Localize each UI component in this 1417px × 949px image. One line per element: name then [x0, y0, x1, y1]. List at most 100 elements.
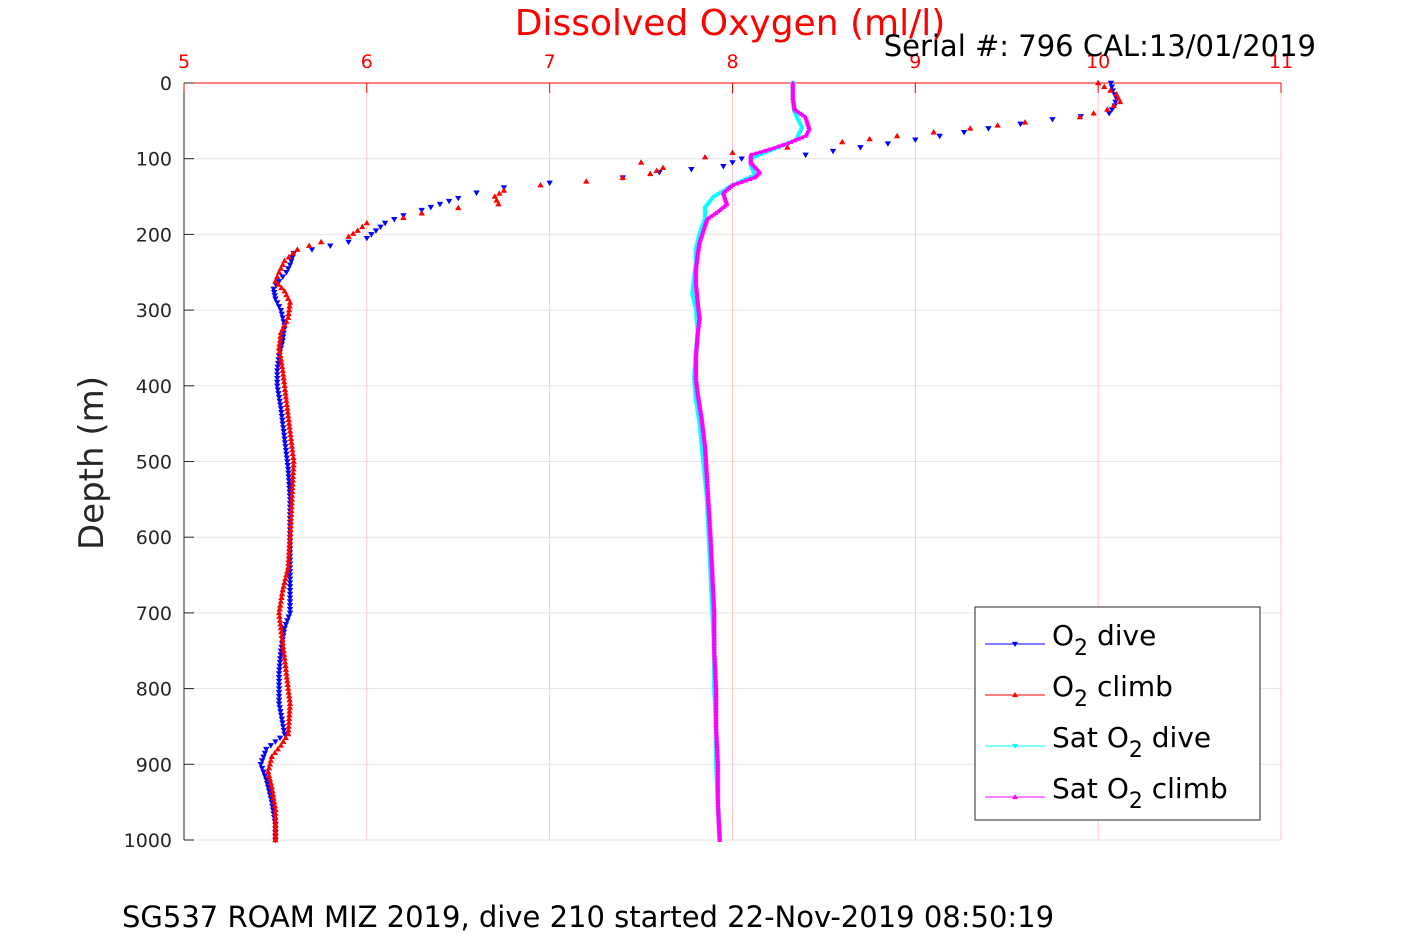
data-point-o2_climb: [294, 246, 301, 252]
data-point-o2_climb: [266, 776, 274, 782]
data-point-o2_dive: [282, 444, 289, 450]
data-point-o2_dive: [738, 156, 745, 162]
data-point-o2_dive: [258, 758, 266, 764]
data-point-o2_dive: [275, 690, 283, 696]
data-point-o2_climb: [418, 210, 425, 216]
data-point-o2_dive: [274, 379, 281, 386]
data-point-o2_dive: [286, 591, 294, 598]
data-point-o2_dive: [284, 618, 291, 624]
data-point-o2_climb: [583, 178, 590, 184]
data-point-o2_climb: [400, 214, 407, 220]
legend-label-o2_climb: O2 climb: [1052, 670, 1173, 712]
data-point-o2_dive: [802, 152, 809, 159]
legend-label-prefix: Sat: [1052, 721, 1107, 754]
data-point-sat_climb: [775, 143, 781, 149]
legend-label-subscript: 2: [1074, 636, 1088, 661]
data-point-o2_climb: [281, 579, 288, 585]
data-point-o2_climb: [277, 329, 285, 336]
legend-label-main: O: [1052, 670, 1074, 703]
data-point-o2_climb: [287, 530, 294, 536]
data-point-o2_climb: [268, 753, 275, 759]
data-point-o2_climb: [289, 484, 296, 491]
legend-label-sat_climb: Sat O2 climb: [1052, 772, 1228, 814]
data-point-o2_climb: [287, 526, 294, 532]
data-point-o2_dive: [368, 232, 375, 238]
data-point-o2_climb: [275, 269, 283, 275]
y-tick-label: 900: [136, 754, 172, 776]
data-point-o2_climb: [279, 371, 287, 377]
data-point-o2_dive: [282, 447, 290, 454]
data-point-o2_climb: [278, 594, 285, 600]
data-point-o2_climb: [285, 730, 292, 737]
data-point-o2_dive: [279, 315, 286, 321]
legend-label-suffix: climb: [1088, 670, 1173, 703]
data-point-o2_climb: [647, 170, 654, 177]
data-point-o2_climb: [272, 829, 279, 835]
data-point-o2_dive: [455, 195, 462, 202]
data-point-o2_climb: [289, 469, 297, 476]
data-point-o2_dive: [276, 398, 283, 405]
data-point-sat_climb: [752, 150, 758, 156]
data-point-o2_climb: [286, 700, 294, 706]
data-point-o2_dive: [275, 697, 283, 704]
data-point-o2_climb: [286, 428, 294, 434]
y-tick-label: 1000: [124, 830, 172, 852]
y-tick-label: 800: [136, 679, 172, 701]
data-point-o2_climb: [701, 153, 709, 160]
data-point-o2_climb: [283, 291, 290, 298]
data-point-o2_climb: [285, 416, 292, 423]
legend-label-subscript: 2: [1074, 687, 1088, 712]
data-point-o2_dive: [286, 576, 294, 583]
data-point-o2_dive: [277, 712, 285, 719]
data-point-o2_climb: [289, 473, 297, 479]
data-point-o2_climb: [289, 446, 296, 453]
data-point-o2_dive: [281, 625, 288, 632]
data-point-o2_climb: [278, 363, 286, 370]
data-point-o2_climb: [281, 655, 288, 661]
data-point-o2_dive: [1107, 80, 1115, 87]
data-point-o2_dive: [427, 204, 435, 211]
data-point-o2_climb: [265, 764, 273, 771]
data-point-o2_dive: [720, 164, 727, 170]
data-point-sat_climb: [717, 837, 723, 842]
data-point-o2_climb: [277, 356, 285, 362]
data-point-o2_dive: [264, 784, 272, 791]
data-point-o2_climb: [285, 314, 292, 320]
data-point-o2_climb: [285, 549, 293, 555]
data-point-o2_climb: [966, 125, 974, 131]
data-point-o2_climb: [278, 632, 286, 638]
data-point-o2_climb: [281, 322, 288, 328]
data-point-o2_dive: [729, 160, 736, 166]
data-point-o2_climb: [288, 439, 295, 445]
data-point-o2_climb: [282, 390, 289, 396]
data-point-o2_climb: [276, 613, 283, 619]
data-point-o2_dive: [277, 652, 284, 658]
data-point-o2_climb: [272, 825, 279, 831]
data-point-o2_dive: [280, 727, 288, 734]
data-point-sat_climb: [738, 179, 744, 184]
data-point-sat_climb: [784, 140, 790, 146]
data-point-o2_dive: [1105, 111, 1113, 117]
chart-subtitle: Serial #: 796 CAL:13/01/2019: [884, 29, 1316, 63]
data-point-o2_climb: [287, 518, 294, 525]
data-point-sat_climb: [747, 176, 753, 181]
data-point-o2_dive: [345, 239, 352, 246]
data-point-o2_climb: [272, 833, 279, 839]
data-point-o2_dive: [261, 750, 269, 757]
data-point-o2_dive: [284, 463, 291, 469]
data-point-o2_climb: [281, 382, 288, 389]
data-point-o2_climb: [283, 674, 291, 680]
legend-label-main: O: [1052, 619, 1074, 652]
x-tick-label: 9: [909, 51, 921, 73]
data-point-o2_dive: [275, 682, 283, 689]
data-point-o2_climb: [1076, 113, 1084, 120]
data-point-o2_dive: [936, 133, 943, 140]
data-point-o2_dive: [271, 293, 279, 299]
legend-marker-o2_dive: [1012, 641, 1018, 647]
data-point-o2_dive: [912, 137, 919, 143]
data-point-o2_climb: [280, 378, 288, 385]
chart-title: Dissolved Oxygen (ml/l): [515, 3, 946, 44]
data-point-o2_climb: [286, 299, 294, 305]
data-point-o2_climb: [274, 745, 282, 752]
data-point-o2_climb: [345, 233, 352, 239]
